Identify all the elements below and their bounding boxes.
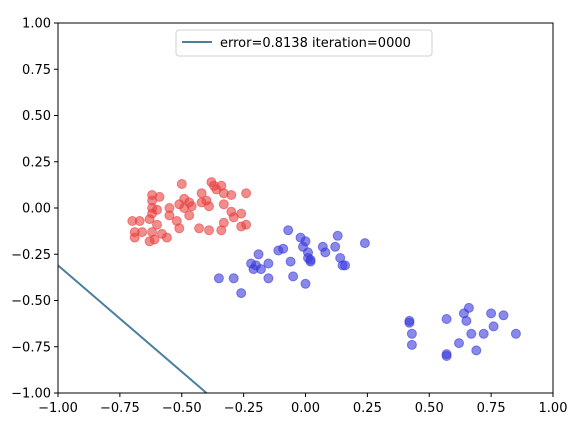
data-point-series2-25	[320, 247, 331, 258]
x-tick-label: 0.50	[415, 401, 444, 416]
data-point-series2-45	[478, 328, 489, 339]
x-tick-label: −1.00	[38, 401, 78, 416]
data-point-series2-15	[288, 271, 299, 282]
y-axis-ticks: 1.00 0.75 0.50 0.25 0.00 −0.25 −0.50 −0.75 −1.00	[11, 17, 58, 402]
data-point-series1-11	[154, 191, 165, 202]
data-point-series2-13	[283, 225, 294, 236]
data-point-series2-10	[263, 258, 274, 269]
data-point-series2-18	[300, 236, 311, 247]
data-point-series2-23	[305, 254, 316, 265]
data-point-series1-4	[129, 232, 140, 243]
data-point-series2-35	[406, 339, 417, 350]
y-tick-label: 0.50	[22, 109, 51, 124]
data-point-series1-16	[144, 236, 155, 247]
data-point-series2-14	[285, 256, 296, 267]
data-point-series2-48	[498, 310, 509, 321]
data-point-series2-7	[253, 249, 264, 260]
data-point-series1-43	[218, 217, 229, 228]
data-point-series2-9	[263, 273, 274, 284]
data-point-series1-44	[226, 190, 237, 200]
data-point-series2-47	[488, 321, 499, 332]
data-point-series2-33	[404, 317, 415, 328]
data-point-series2-1	[213, 273, 224, 284]
data-point-series2-8	[256, 264, 266, 275]
data-point-series1-29	[186, 201, 197, 212]
data-point-series2-27	[332, 230, 343, 241]
y-tick-label: 0.25	[22, 155, 51, 170]
decision-line	[57, 264, 208, 394]
legend-label: error=0.8138 iteration=0000	[220, 36, 411, 51]
data-point-series1-22	[174, 223, 185, 234]
data-point-series2-31	[359, 238, 370, 249]
data-point-series2-30	[340, 260, 351, 271]
data-point-series2-3	[236, 288, 247, 299]
x-axis-ticks: −1.00 −0.75 −0.50 −0.25 0.00 0.25 0.50 0.75 1.00	[38, 393, 567, 416]
data-point-series2-39	[454, 338, 464, 349]
data-point-series2-38	[441, 351, 452, 361]
data-point-series1-34	[204, 225, 214, 236]
x-tick-label: 0.25	[353, 401, 382, 416]
x-tick-label: 0.75	[477, 401, 506, 416]
x-tick-label: 0.00	[291, 401, 320, 416]
y-tick-label: −1.00	[11, 387, 51, 402]
data-point-series1-41	[218, 199, 229, 210]
y-tick-label: 0.00	[22, 202, 51, 217]
data-point-series2-2	[228, 273, 239, 284]
legend-box	[175, 29, 433, 57]
data-point-series2-12	[278, 243, 289, 254]
x-tick-label: −0.25	[224, 401, 264, 416]
data-point-series1-48	[241, 188, 252, 199]
data-point-series2-36	[441, 314, 452, 324]
data-point-series1-13	[152, 219, 162, 230]
data-point-series2-44	[471, 345, 482, 356]
x-tick-label: −0.50	[162, 401, 202, 416]
data-point-series2-34	[406, 328, 417, 339]
data-point-series1-28	[176, 179, 187, 189]
data-point-series1-32	[196, 188, 207, 199]
data-point-series1-12	[152, 204, 162, 215]
data-point-series1-20	[164, 210, 175, 221]
x-tick-label: −0.75	[100, 401, 140, 416]
data-point-series2-41	[461, 315, 472, 326]
data-point-series1-18	[161, 232, 172, 243]
data-point-series1-26	[184, 210, 195, 221]
data-point-series2-26	[330, 241, 341, 252]
y-tick-label: −0.75	[11, 340, 51, 355]
data-point-series2-49	[510, 328, 521, 339]
data-point-series1-2	[134, 216, 145, 226]
plot-marks	[127, 177, 521, 361]
y-tick-label: −0.25	[11, 248, 51, 263]
legend: error=0.8138 iteration=0000	[175, 29, 433, 57]
y-tick-label: −0.50	[11, 294, 51, 309]
data-point-series1-30	[194, 223, 205, 234]
data-point-series1-35	[204, 201, 214, 212]
y-tick-label: 0.75	[22, 63, 51, 78]
data-point-series1-5	[137, 227, 148, 238]
data-point-series2-42	[463, 302, 474, 313]
data-point-series2-46	[486, 308, 497, 319]
data-point-series1-50	[236, 221, 247, 232]
data-point-series2-19	[300, 278, 311, 289]
data-point-series2-43	[466, 328, 477, 339]
data-point-series1-47	[236, 208, 247, 219]
x-tick-label: 1.00	[539, 401, 568, 416]
y-tick-label: 1.00	[22, 17, 51, 32]
